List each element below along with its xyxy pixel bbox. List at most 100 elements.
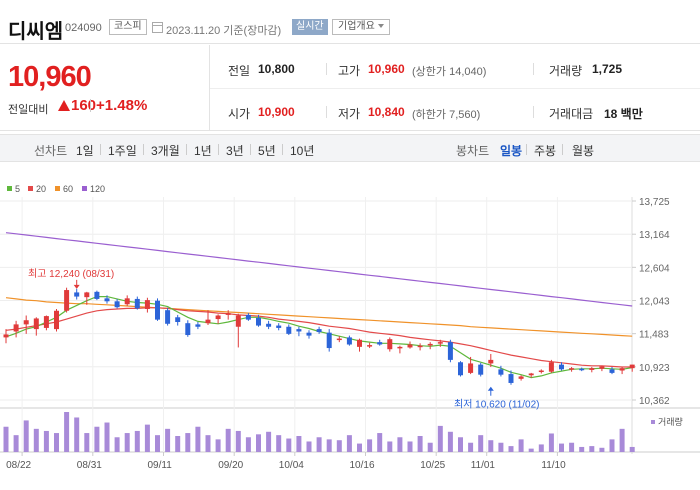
candle-body [569,368,575,370]
volume-bar [508,446,514,452]
ma60-line [5,297,633,337]
x-axis-labels: 08/22 08/31 09/11 09/20 10/04 10/16 10/25 11/01… [6,460,566,471]
divider [282,144,283,155]
company-overview-label: 기업개요 [338,21,375,32]
volume-bar [3,426,9,452]
volume-bar [346,435,352,452]
base-date: 2023.11.20 기준(장마감) [166,25,282,37]
volume-bar [589,446,595,452]
volume-bar [316,437,322,452]
divider [143,144,144,155]
y-tick-label: 10,362 [639,396,670,407]
range-3y[interactable]: 3년 [226,144,244,158]
volume-bar [175,436,181,452]
open-label: 시가 [228,107,251,121]
range-10y[interactable]: 10년 [290,144,315,158]
change-rate: +1.48% [96,97,148,114]
volume-bar [296,436,302,452]
volume-bar [528,448,534,452]
low-label: 저가 [338,107,361,121]
volume-bar [377,433,383,452]
candle-body [609,369,615,373]
range-5y[interactable]: 5년 [258,144,276,158]
realtime-button[interactable]: 실시간 [292,19,328,35]
volume-bar [569,442,575,452]
y-tick-label: 10,923 [639,363,670,374]
price-panel: 10,960 전일대비 160 +1.48% 전일 10,800 고가 10,9… [0,45,700,131]
volume-bar [437,425,443,452]
x-tick-label: 10/25 [420,460,445,471]
divider [326,63,327,75]
ma20-line [5,307,633,368]
legend-swatch [7,186,12,191]
legend-label: 60 [63,184,73,194]
candle-daily[interactable]: 일봉 [500,144,523,158]
volume-label: 거래량 [549,64,583,78]
volume-bar [155,435,160,452]
candle-body [185,323,191,336]
volume-bar [114,437,120,452]
volume-bar [195,426,201,452]
volume-bar [104,422,110,452]
candle-body [468,363,474,373]
divider [326,106,327,118]
volume-bar [185,433,191,452]
open-value: 10,900 [258,105,295,119]
stock-name: 디씨엠 [8,21,64,43]
low-value: 10,840 [368,105,405,119]
volume-bar [84,433,90,452]
candle-body [528,373,534,376]
volume-bar [427,442,433,452]
x-tick-label: 08/22 [6,460,31,471]
volume-bar [599,447,605,452]
candle-body [134,298,140,309]
candle-body [155,300,160,320]
high-annotation: 최고 12,240 (08/31) [28,268,114,280]
candle-body [276,325,282,328]
volume-bar [54,433,59,452]
divider [526,144,527,155]
ma120-line [5,232,633,307]
candle-body [225,313,231,315]
range-1d[interactable]: 1일 [76,144,94,158]
candle-body [377,342,383,345]
volume-bar [256,434,261,452]
range-1w[interactable]: 1주일 [108,144,137,158]
candle-body [427,343,433,346]
candle-body [316,329,322,333]
range-1y[interactable]: 1년 [194,144,212,158]
current-price: 10,960 [8,61,92,93]
x-tick-label: 11/01 [471,460,496,471]
range-3m[interactable]: 3개월 [151,144,180,158]
volume-bar [286,438,292,452]
divider [533,106,534,118]
volume-bar [94,426,100,452]
divider [562,144,563,155]
high-label: 고가 [338,64,361,78]
chart-legend: 5 20 60 120 [7,184,105,194]
volume-value: 1,725 [592,62,623,76]
candle-body [397,346,403,349]
chart-toolbar: 선차트 1일 1주일 3개월 1년 3년 5년 10년 봉차트 일봉 주봉 월봉 [0,134,700,162]
candle-body [43,316,49,328]
candle-monthly[interactable]: 월봉 [572,144,595,158]
low-arrow-head [487,386,494,391]
volume-bar [619,428,625,452]
volume-bar [43,430,49,452]
candle-body [256,317,261,326]
divider [90,99,91,112]
volume-bar [407,441,413,452]
candle-body [447,342,453,360]
candle-body [619,368,625,371]
candle-body [235,315,241,327]
legend-swatch [28,186,33,191]
candle-body [23,320,29,325]
volume-bars: 거래량 [3,412,683,452]
stock-chart[interactable]: 5 20 60 120 13,72513,16412,60412,04311,4831… [0,180,700,490]
candle-weekly[interactable]: 주봉 [534,144,557,158]
stock-code: 024090 [65,22,102,34]
candle-body [346,337,352,345]
volume-bar [306,441,312,452]
y-tick-label: 13,725 [639,197,670,208]
company-overview-dropdown[interactable]: 기업개요 [332,19,390,35]
